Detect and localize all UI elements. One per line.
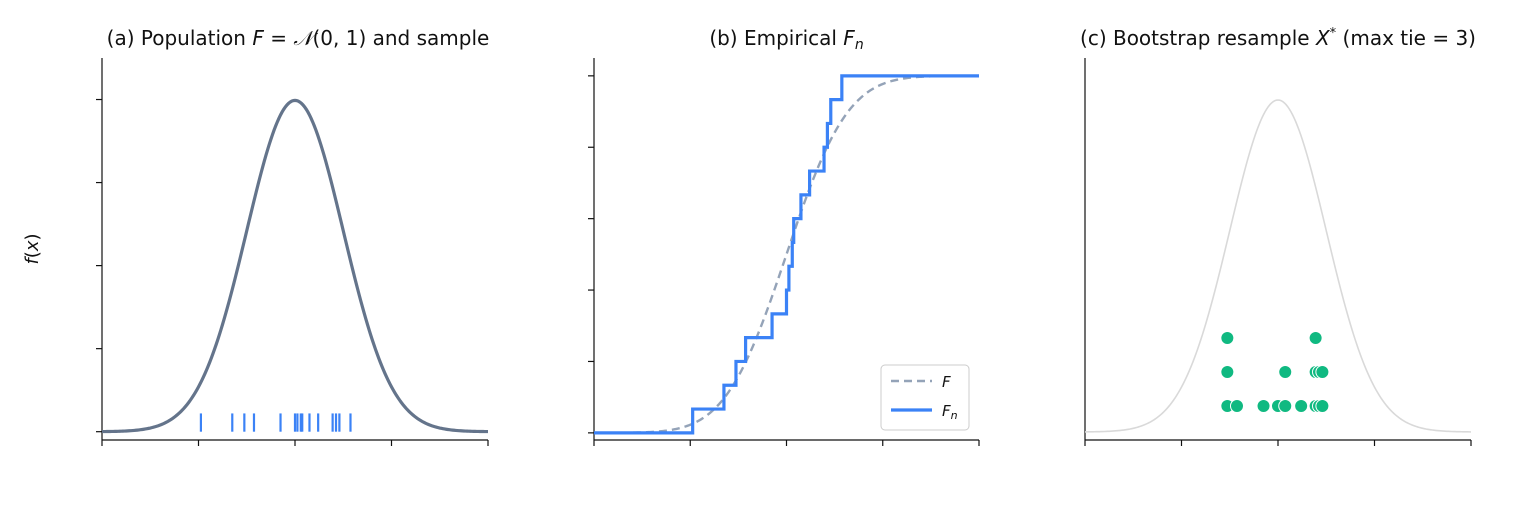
y-axis-label: f(x) [22, 233, 43, 264]
resample-dot [1278, 365, 1293, 379]
legend-label-F: F [942, 373, 951, 391]
empirical-cdf-step-line [594, 74, 980, 435]
resample-dot [1278, 399, 1293, 413]
resample-dot [1256, 399, 1271, 413]
resample-dot [1220, 331, 1235, 345]
population-pdf-line [101, 98, 489, 434]
background-pdf-line [1084, 99, 1472, 433]
resample-dot [1294, 399, 1309, 413]
panel-b-title: (b) Empirical Fn [709, 26, 863, 53]
resample-dot [1220, 365, 1235, 379]
resample-dot [1308, 331, 1323, 345]
panel-c-title: (c) Bootstrap resample X* (max tie = 3) [1080, 26, 1476, 50]
legend: F Fn [880, 364, 970, 431]
resample-dot [1315, 365, 1330, 379]
panel-c-bootstrap-resample: (c) Bootstrap resample X* (max tie = 3) [1080, 26, 1476, 446]
resample-dot [1315, 399, 1330, 413]
panel-b-empirical-cdf: (b) Empirical Fn F Fn [588, 26, 980, 446]
resample-dot [1229, 399, 1244, 413]
legend-box [880, 364, 970, 431]
legend-label-Fn: Fn [942, 402, 958, 422]
panel-a-population-pdf: (a) Population F = 𝒩(0, 1) and sample f(x… [22, 26, 489, 446]
panel-a-title: (a) Population F = 𝒩(0, 1) and sample [107, 26, 490, 50]
